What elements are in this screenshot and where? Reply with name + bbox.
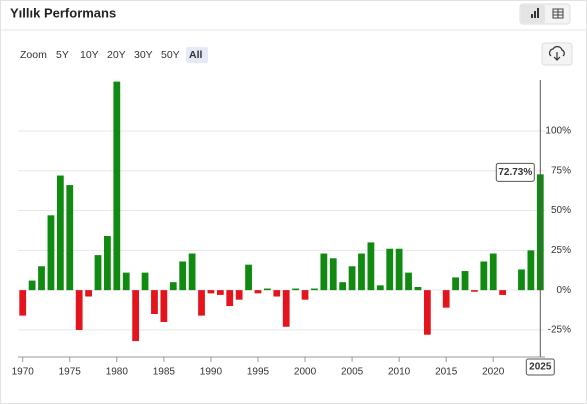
zoom-label: Zoom <box>20 49 47 61</box>
bar <box>113 81 121 291</box>
bar <box>263 288 271 291</box>
bar <box>527 250 535 291</box>
bar <box>452 277 459 291</box>
bar <box>85 290 92 297</box>
bar <box>376 285 384 291</box>
bar <box>339 282 347 291</box>
download-button[interactable] <box>541 42 573 66</box>
x-tick-label: 2010 <box>388 367 411 378</box>
x-tick-label: 2000 <box>294 367 317 378</box>
bar <box>235 290 243 300</box>
bar <box>405 272 412 291</box>
bar <box>226 290 234 307</box>
bar <box>254 290 262 294</box>
x-crosshair-label: 2025 <box>529 362 552 373</box>
x-tick-label: 1985 <box>153 367 176 378</box>
zoom-option[interactable]: 5Y <box>56 49 69 61</box>
bar <box>461 271 469 291</box>
zoom-option[interactable]: 20Y <box>107 49 126 61</box>
y-tick-label: 75% <box>551 165 571 176</box>
bar <box>141 272 149 291</box>
bar <box>122 272 130 291</box>
widget-title: Yıllık Performans <box>10 5 116 20</box>
bar <box>423 290 431 335</box>
bar <box>19 290 27 316</box>
bar <box>216 290 224 295</box>
icon <box>537 8 539 18</box>
y-tick-label: 50% <box>551 205 571 216</box>
bar <box>38 266 45 291</box>
y-tick-label: -25% <box>548 325 571 336</box>
bar <box>292 288 300 291</box>
x-tick-label: 2005 <box>341 367 364 378</box>
zoom-option[interactable]: 50Y <box>161 49 180 61</box>
x-tick-label: 1975 <box>59 367 82 378</box>
icon <box>534 11 536 18</box>
bar <box>489 253 497 291</box>
x-tick-label: 1980 <box>106 367 129 378</box>
bar <box>151 290 158 315</box>
zoom-option[interactable]: 30Y <box>134 49 153 61</box>
bar <box>329 258 337 291</box>
bar <box>311 288 318 291</box>
bar <box>188 253 196 291</box>
bar <box>47 215 55 291</box>
bar <box>367 242 375 291</box>
zoom-option[interactable]: All <box>189 49 203 61</box>
bar <box>480 261 488 291</box>
bar <box>132 290 140 342</box>
y-tick-label: 25% <box>551 245 571 256</box>
x-tick-label: 1995 <box>247 367 270 378</box>
bar <box>160 290 168 322</box>
bar <box>442 290 450 308</box>
bar <box>518 269 525 291</box>
tooltip-label: 72.73% <box>498 167 532 178</box>
x-tick-label: 2015 <box>435 367 458 378</box>
bar <box>179 261 187 291</box>
bar <box>358 253 365 291</box>
bar <box>282 290 290 327</box>
bar <box>75 290 83 330</box>
x-crosshair-box <box>525 358 555 376</box>
bar <box>499 290 507 295</box>
bar <box>301 290 309 300</box>
icon <box>549 46 565 61</box>
bar <box>56 175 64 291</box>
view-toggle[interactable] <box>519 3 571 25</box>
icon <box>531 14 533 18</box>
bar <box>395 248 403 291</box>
bar <box>207 290 215 294</box>
bar <box>198 290 205 316</box>
x-tick-label: 1970 <box>12 367 35 378</box>
bar <box>414 286 422 291</box>
bar <box>471 290 478 292</box>
tooltip-box <box>495 162 535 182</box>
y-tick-label: 100% <box>545 126 571 137</box>
bar <box>28 280 36 291</box>
bar <box>320 253 328 291</box>
x-tick-label: 1990 <box>200 367 223 378</box>
bar <box>104 236 111 291</box>
bar <box>66 185 74 291</box>
bar <box>348 266 356 291</box>
bar <box>386 248 394 291</box>
zoom-selected-bg <box>186 47 208 63</box>
bar <box>94 255 102 291</box>
bar <box>169 282 177 291</box>
plot: -25% 0% 25% 50% 75% 100% 1970 1975 1980 1985 1990 1… <box>12 80 572 378</box>
zoom-buttons: 5Y 10Y 20Y 30Y 50Y All <box>56 47 208 63</box>
y-tick-label: 0% <box>557 285 572 296</box>
x-tick-label: 2020 <box>482 367 505 378</box>
bar <box>245 264 252 291</box>
bar <box>273 290 281 297</box>
zoom-option[interactable]: 10Y <box>80 49 99 61</box>
